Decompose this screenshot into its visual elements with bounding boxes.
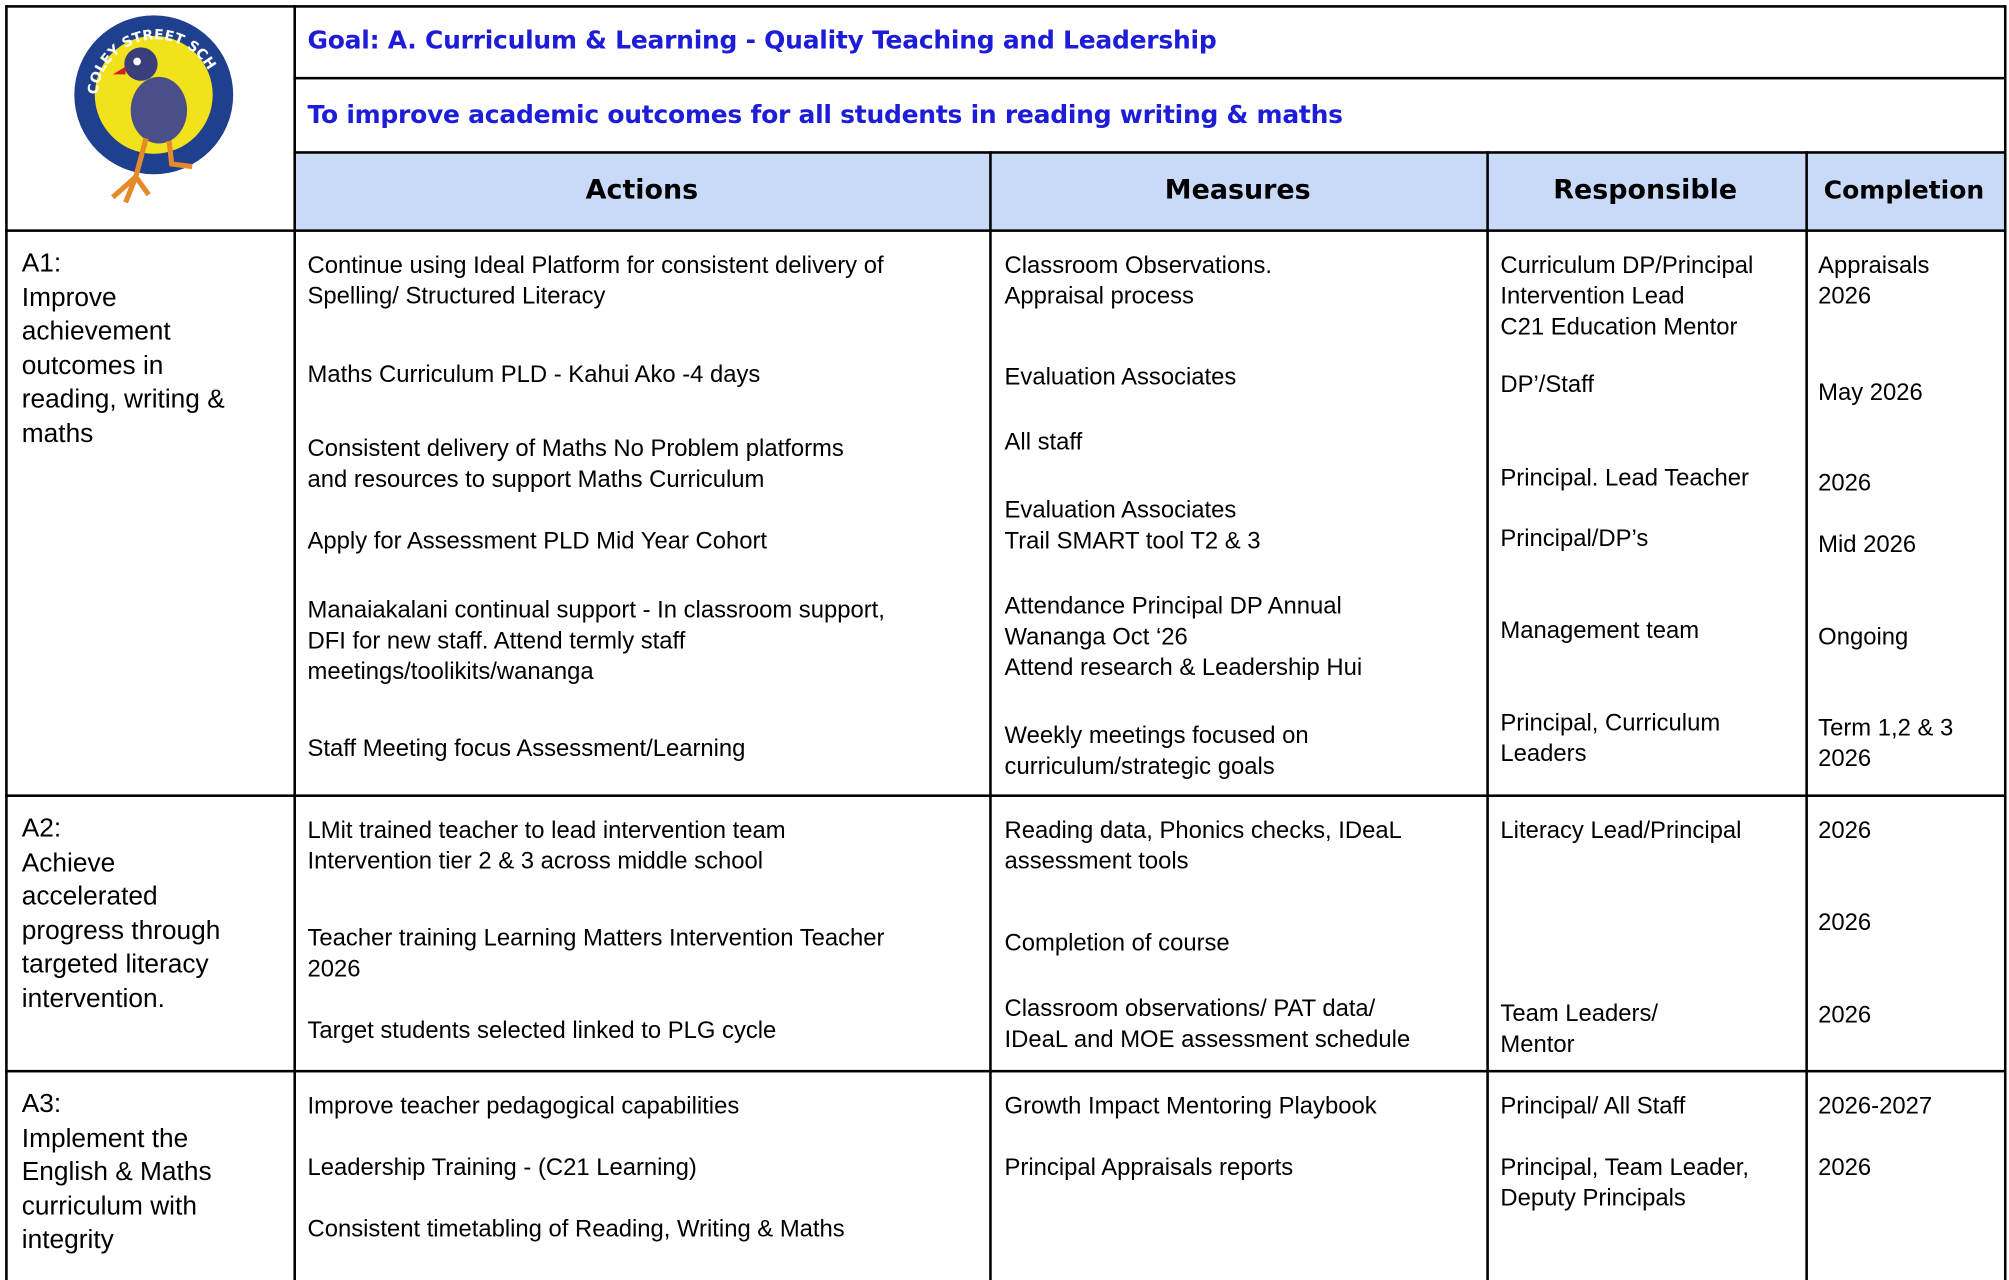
responsible-item: Principal. Lead Teacher xyxy=(1500,463,1749,491)
action-item: Staff Meeting focus Assessment/Learning xyxy=(307,734,746,762)
measure-item: Principal Appraisals reports xyxy=(1004,1153,1294,1181)
action-item: Continue using Ideal Platform for consis… xyxy=(307,251,884,309)
border xyxy=(5,1069,2006,1072)
responsible-item: Literacy Lead/Principal xyxy=(1500,816,1742,844)
completion-item: Appraisals 2026 xyxy=(1818,251,1930,309)
completion-item: Ongoing xyxy=(1818,622,1909,650)
action-item: Maths Curriculum PLD - Kahui Ako -4 days xyxy=(307,360,761,387)
completion-item: Term 1,2 & 3 2026 xyxy=(1818,713,1954,772)
border xyxy=(1805,151,1808,1280)
measure-item: Weekly meetings focused on curriculum/st… xyxy=(1004,721,1309,780)
responsible-item: Management team xyxy=(1500,616,1700,644)
completion-item: 2026 xyxy=(1818,1153,1872,1181)
action-item: Leadership Training - (C21 Learning) xyxy=(307,1153,697,1181)
measure-item: Growth Impact Mentoring Playbook xyxy=(1004,1091,1377,1119)
measure-item: Evaluation Associates Trail SMART tool T… xyxy=(1004,495,1261,554)
action-item: Apply for Assessment PLD Mid Year Cohort xyxy=(307,526,768,554)
column-header: Completion xyxy=(1823,175,1985,206)
action-item: Teacher training Learning Matters Interv… xyxy=(307,923,885,982)
border xyxy=(293,5,296,1280)
border xyxy=(989,151,992,1280)
completion-item: 2026 xyxy=(1818,816,1872,844)
goal-label: A2: Achieve accelerated progress through… xyxy=(21,813,221,1013)
responsible-item: Principal/DP’s xyxy=(1500,524,1649,551)
objective: To improve academic outcomes for all stu… xyxy=(307,99,1344,130)
border xyxy=(5,5,8,1280)
responsible-item: Team Leaders/ Mentor xyxy=(1500,999,1659,1058)
completion-item: Mid 2026 xyxy=(1818,530,1917,558)
goal-title: Goal: A. Curriculum & Learning - Quality… xyxy=(307,25,1217,56)
responsible-item: Principal, Team Leader, Deputy Principal… xyxy=(1500,1153,1749,1211)
responsible-item: Principal, Curriculum Leaders xyxy=(1500,708,1721,767)
column-header: Measures xyxy=(1164,174,1311,206)
border xyxy=(5,229,2006,232)
action-item: Manaiakalani continual support - In clas… xyxy=(307,595,885,685)
completion-item: 2026 xyxy=(1818,468,1872,496)
measure-item: Reading data, Phonics checks, IDeaL asse… xyxy=(1004,816,1402,874)
measure-item: Completion of course xyxy=(1004,928,1230,956)
measure-item: Classroom observations/ PAT data/ IDeaL … xyxy=(1004,994,1411,1052)
action-item: Improve teacher pedagogical capabilities xyxy=(307,1091,740,1119)
border xyxy=(1486,151,1489,1280)
completion-item: 2026 xyxy=(1818,908,1872,936)
action-item: Consistent delivery of Maths No Problem … xyxy=(307,434,844,493)
border xyxy=(293,76,2006,79)
action-item: LMit trained teacher to lead interventio… xyxy=(307,816,786,874)
action-item: Consistent timetabling of Reading, Writi… xyxy=(307,1214,845,1242)
responsible-item: Principal/ All Staff xyxy=(1500,1091,1686,1119)
column-header: Responsible xyxy=(1553,174,1738,206)
border xyxy=(293,151,2006,154)
completion-item: 2026-2027 xyxy=(1818,1091,1933,1119)
completion-item: May 2026 xyxy=(1818,377,1923,405)
responsible-item: DP’/Staff xyxy=(1500,370,1594,398)
school-logo: COLEY STREET SCHOOL xyxy=(69,10,234,204)
goal-label: A3: Implement the English & Maths curric… xyxy=(21,1089,212,1255)
border xyxy=(2003,5,2006,1280)
responsible-item: Curriculum DP/Principal Intervention Lea… xyxy=(1500,251,1754,340)
column-header: Actions xyxy=(585,174,699,206)
goal-label: A1: Improve achievement outcomes in read… xyxy=(21,248,225,448)
completion-item: 2026 xyxy=(1818,1000,1872,1028)
measure-item: Classroom Observations. Appraisal proces… xyxy=(1004,251,1273,309)
action-item: Target students selected linked to PLG c… xyxy=(307,1016,777,1043)
measure-item: All staff xyxy=(1004,427,1083,455)
measure-item: Evaluation Associates xyxy=(1004,362,1237,390)
header-shade xyxy=(293,151,2006,231)
border xyxy=(5,5,2006,8)
border xyxy=(5,794,2006,797)
measure-item: Attendance Principal DP Annual Wananga O… xyxy=(1004,591,1363,681)
